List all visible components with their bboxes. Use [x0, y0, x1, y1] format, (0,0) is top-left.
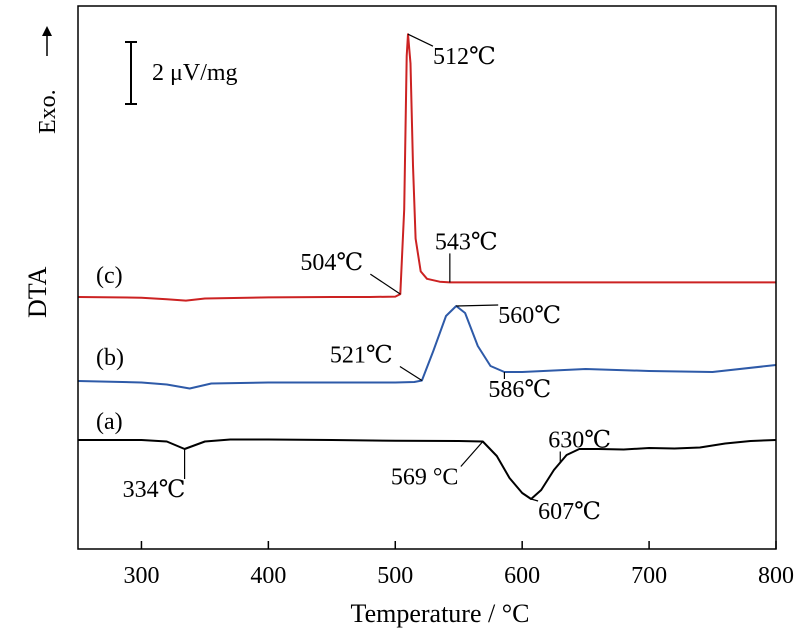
exo-arrow-head-icon — [42, 26, 52, 36]
plot-frame — [77, 5, 777, 550]
x-tick-label: 800 — [758, 563, 794, 589]
series-line-b — [77, 305, 777, 390]
peak-annotation-label: 569 °C — [391, 465, 459, 491]
x-axis-title: Temperature / °C — [351, 599, 530, 628]
series-line-a — [78, 438, 777, 500]
scale-bar-label: 2 μV/mg — [152, 60, 238, 86]
annotation-leader-line — [456, 304, 499, 307]
peak-annotation-label: 521℃ — [330, 343, 393, 369]
peak-annotation-label: 607℃ — [538, 499, 601, 525]
series-label-b: (b) — [96, 345, 124, 371]
series-label-a: (a) — [96, 409, 123, 435]
peak-annotation-label: 334℃ — [123, 477, 186, 503]
x-tick-label: 300 — [123, 563, 159, 589]
peak-annotation-label: 512℃ — [433, 44, 496, 70]
x-tick-label: 600 — [504, 563, 540, 589]
exo-indicator: Exo. — [35, 26, 61, 134]
x-tick-label: 700 — [631, 563, 667, 589]
x-tick-label: 500 — [377, 563, 413, 589]
peak-annotation-label: 630℃ — [548, 428, 611, 454]
scale-bar: 2 μV/mg — [125, 41, 238, 105]
exo-label: Exo. — [35, 89, 61, 134]
annotation-leader-line — [407, 33, 434, 47]
annotation-leader-line — [530, 498, 539, 502]
peak-annotation-label: 560℃ — [498, 303, 561, 329]
curves-layer — [77, 33, 777, 500]
annotation-leader-line — [399, 365, 423, 382]
y-axis-title: DTA — [23, 266, 52, 318]
x-tick-label: 400 — [250, 563, 286, 589]
annotation-leader-line — [460, 441, 484, 467]
peak-annotation-label: 543℃ — [435, 229, 498, 255]
annotations-layer: 334℃ 569 °C 607℃ 630℃ 521℃ 560℃ 586℃ 504℃ 512℃ 54… — [123, 33, 611, 525]
series-label-c: (c) — [96, 263, 123, 289]
annotation-leader-line — [370, 273, 401, 295]
peak-annotation-label: 504℃ — [300, 250, 363, 276]
peak-annotation-label: 586℃ — [488, 377, 551, 403]
x-ticks: 300 400 500 600 700 800 — [123, 541, 794, 589]
